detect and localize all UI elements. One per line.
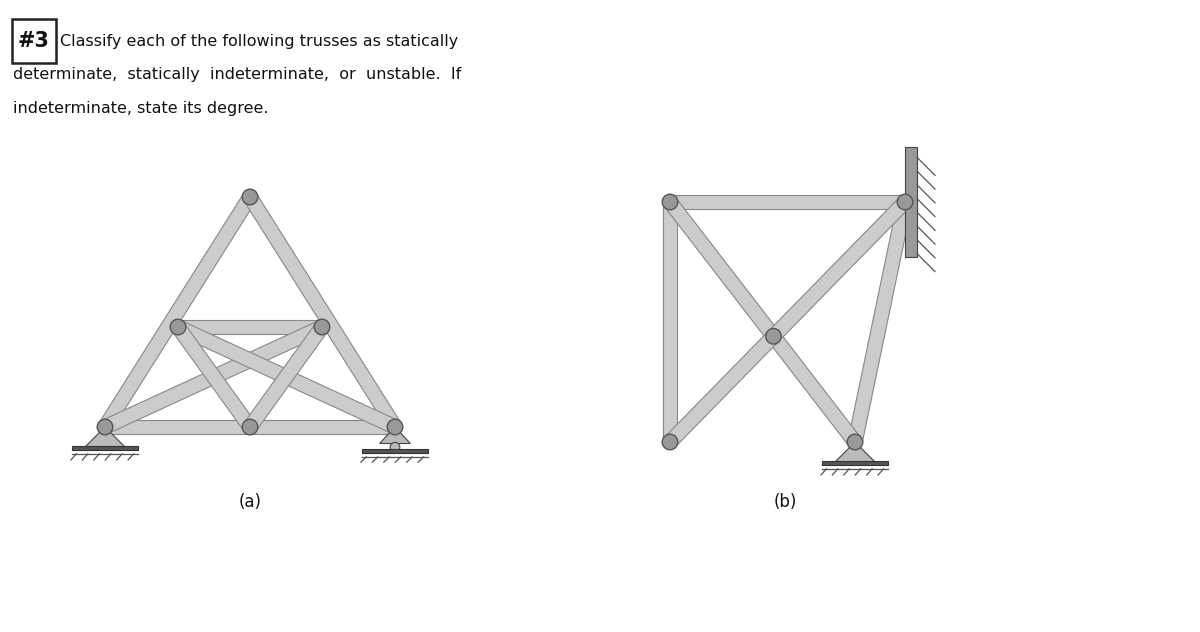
Polygon shape — [98, 193, 256, 431]
Text: #3: #3 — [18, 31, 50, 51]
Text: determinate,  statically  indeterminate,  or  unstable.  If: determinate, statically indeterminate, o… — [13, 68, 461, 83]
Circle shape — [242, 189, 258, 205]
Polygon shape — [175, 320, 398, 434]
Text: indeterminate, state its degree.: indeterminate, state its degree. — [13, 100, 269, 116]
Polygon shape — [244, 323, 328, 431]
Circle shape — [766, 329, 781, 344]
Bar — [362, 449, 428, 453]
Circle shape — [847, 434, 863, 450]
Polygon shape — [662, 202, 677, 442]
Polygon shape — [172, 323, 256, 431]
Bar — [905, 147, 917, 257]
Polygon shape — [848, 200, 912, 444]
Circle shape — [314, 319, 330, 335]
Bar — [822, 461, 888, 465]
Polygon shape — [833, 442, 877, 464]
Circle shape — [662, 194, 678, 210]
Polygon shape — [665, 197, 910, 447]
Circle shape — [390, 442, 400, 452]
Polygon shape — [665, 198, 860, 446]
Polygon shape — [178, 320, 322, 334]
Circle shape — [97, 419, 113, 435]
Bar — [72, 446, 138, 450]
Text: (a): (a) — [239, 493, 262, 511]
Text: Classify each of the following trusses as statically: Classify each of the following trusses a… — [60, 33, 458, 49]
Circle shape — [662, 434, 678, 450]
Polygon shape — [83, 427, 127, 449]
Circle shape — [170, 319, 186, 335]
Circle shape — [242, 419, 258, 435]
Polygon shape — [102, 320, 325, 434]
Circle shape — [388, 419, 403, 435]
Polygon shape — [379, 427, 410, 444]
Polygon shape — [244, 193, 401, 431]
Text: (b): (b) — [773, 493, 797, 511]
FancyBboxPatch shape — [12, 19, 56, 63]
Polygon shape — [106, 420, 395, 434]
Polygon shape — [670, 195, 905, 209]
Circle shape — [898, 194, 913, 210]
